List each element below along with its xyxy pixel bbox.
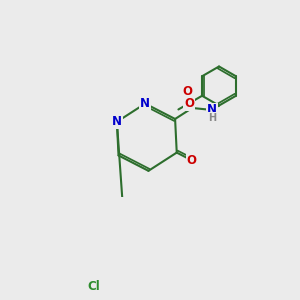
Text: Cl: Cl: [87, 280, 100, 293]
Text: O: O: [186, 154, 196, 166]
Text: N: N: [207, 103, 217, 116]
Text: O: O: [182, 85, 193, 98]
Text: H: H: [208, 113, 217, 123]
Text: N: N: [140, 97, 150, 110]
Text: N: N: [112, 115, 122, 128]
Text: O: O: [184, 97, 194, 110]
